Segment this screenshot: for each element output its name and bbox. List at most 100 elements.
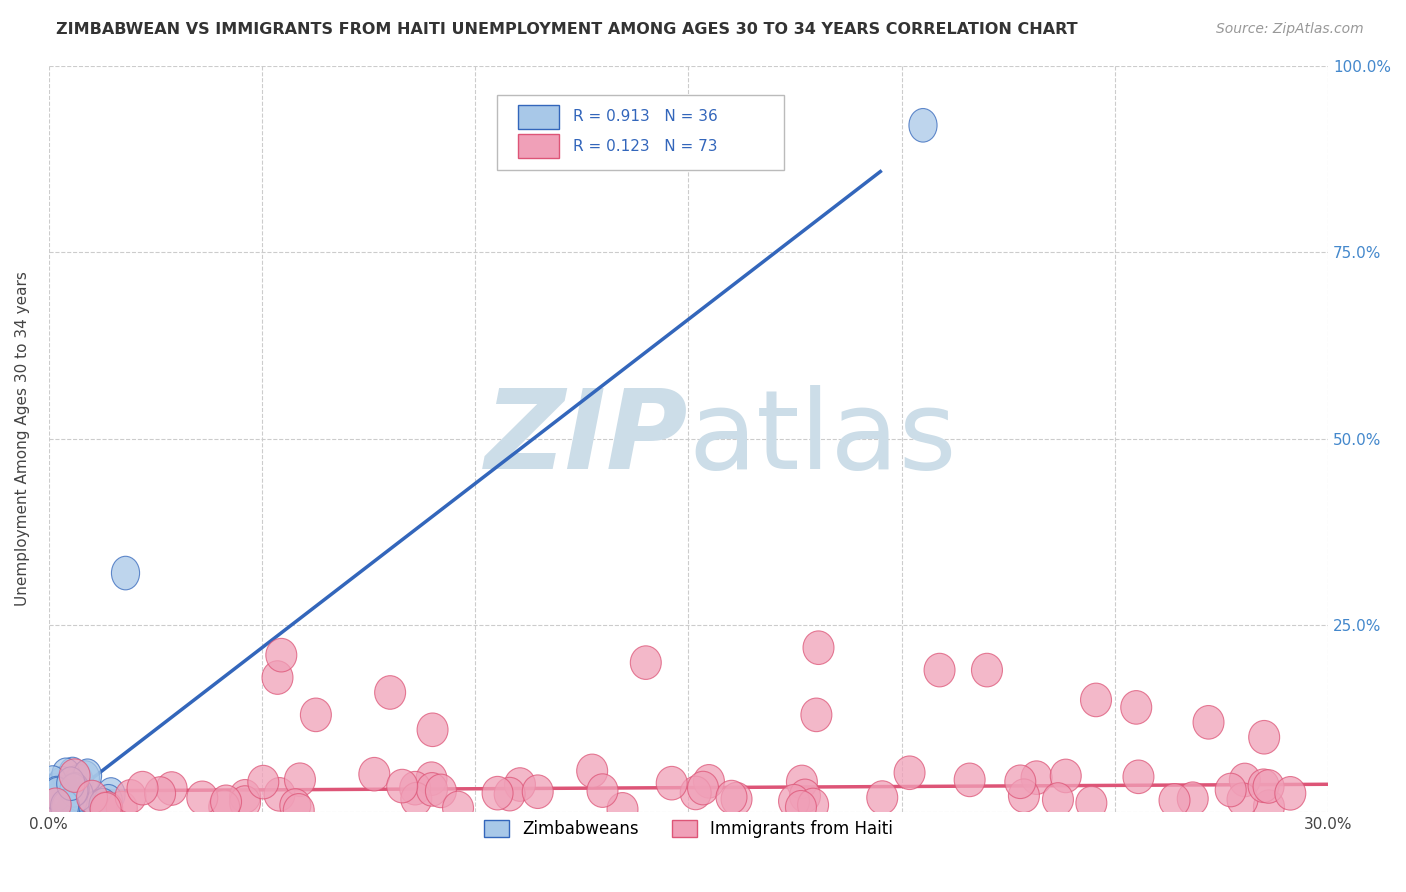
Ellipse shape [62,789,90,822]
Ellipse shape [1215,773,1246,806]
Text: R = 0.913   N = 36: R = 0.913 N = 36 [574,110,718,124]
FancyBboxPatch shape [519,105,560,128]
Ellipse shape [247,765,278,799]
Ellipse shape [52,780,80,814]
Legend: Zimbabweans, Immigrants from Haiti: Zimbabweans, Immigrants from Haiti [477,814,900,845]
Ellipse shape [52,790,80,824]
Ellipse shape [211,785,242,819]
Ellipse shape [60,772,89,806]
Ellipse shape [56,795,84,829]
Ellipse shape [786,790,817,824]
Ellipse shape [693,764,724,798]
FancyBboxPatch shape [519,135,560,158]
Ellipse shape [1076,786,1107,820]
Ellipse shape [374,675,405,709]
Ellipse shape [955,763,986,797]
Ellipse shape [924,653,955,687]
Ellipse shape [522,775,553,808]
Ellipse shape [494,777,524,811]
Ellipse shape [387,769,418,803]
Ellipse shape [1254,789,1285,823]
Ellipse shape [72,761,100,795]
Ellipse shape [803,631,834,665]
Ellipse shape [41,791,69,825]
Ellipse shape [107,791,138,825]
Ellipse shape [59,759,90,792]
Ellipse shape [208,790,240,823]
Ellipse shape [44,777,72,811]
Ellipse shape [111,557,139,590]
Ellipse shape [797,789,828,822]
Ellipse shape [1081,683,1112,717]
Ellipse shape [59,783,87,816]
FancyBboxPatch shape [496,95,785,170]
Ellipse shape [73,759,101,792]
Ellipse shape [1021,761,1052,795]
Ellipse shape [607,793,638,826]
Text: ZIMBABWEAN VS IMMIGRANTS FROM HAITI UNEMPLOYMENT AMONG AGES 30 TO 34 YEARS CORRE: ZIMBABWEAN VS IMMIGRANTS FROM HAITI UNEM… [56,22,1078,37]
Ellipse shape [908,109,936,142]
Ellipse shape [44,786,72,819]
Ellipse shape [90,792,121,826]
Ellipse shape [416,772,447,806]
Ellipse shape [630,646,661,680]
Ellipse shape [59,757,87,791]
Ellipse shape [115,780,146,814]
Ellipse shape [65,764,93,797]
Ellipse shape [790,779,821,813]
Ellipse shape [301,698,332,731]
Ellipse shape [1123,760,1154,794]
Ellipse shape [266,639,297,672]
Ellipse shape [42,783,70,817]
Text: ZIP: ZIP [485,385,689,492]
Ellipse shape [262,661,292,694]
Ellipse shape [66,783,94,816]
Ellipse shape [280,789,311,822]
Ellipse shape [1249,769,1279,803]
Ellipse shape [482,776,513,810]
Ellipse shape [657,766,688,800]
Ellipse shape [866,780,897,814]
Ellipse shape [1275,777,1306,810]
Ellipse shape [42,776,70,810]
Ellipse shape [65,786,93,819]
Ellipse shape [44,788,72,822]
Ellipse shape [52,758,80,791]
Ellipse shape [1005,765,1036,798]
Ellipse shape [156,772,187,805]
Text: atlas: atlas [689,385,957,492]
Ellipse shape [48,766,76,800]
Ellipse shape [972,653,1002,687]
Ellipse shape [76,780,107,814]
Ellipse shape [38,765,66,799]
Ellipse shape [779,784,810,818]
Ellipse shape [264,778,295,811]
Ellipse shape [681,776,711,810]
Ellipse shape [716,780,747,814]
Ellipse shape [51,783,79,817]
Ellipse shape [894,756,925,789]
Ellipse shape [51,789,79,823]
Ellipse shape [588,773,619,807]
Ellipse shape [97,778,125,812]
Ellipse shape [59,773,87,807]
Ellipse shape [1194,706,1225,739]
Ellipse shape [283,794,314,827]
Ellipse shape [418,713,449,747]
Ellipse shape [505,768,536,801]
Ellipse shape [229,786,260,820]
Ellipse shape [801,698,832,731]
Y-axis label: Unemployment Among Ages 30 to 34 years: Unemployment Among Ages 30 to 34 years [15,271,30,607]
Ellipse shape [41,788,72,822]
Ellipse shape [56,767,84,800]
Ellipse shape [1159,783,1189,817]
Ellipse shape [399,772,430,805]
Ellipse shape [41,773,69,807]
Ellipse shape [576,754,607,788]
Ellipse shape [91,791,122,825]
Ellipse shape [53,782,82,816]
Ellipse shape [443,791,474,825]
Ellipse shape [1050,759,1081,793]
Ellipse shape [1121,690,1152,724]
Ellipse shape [401,782,432,816]
